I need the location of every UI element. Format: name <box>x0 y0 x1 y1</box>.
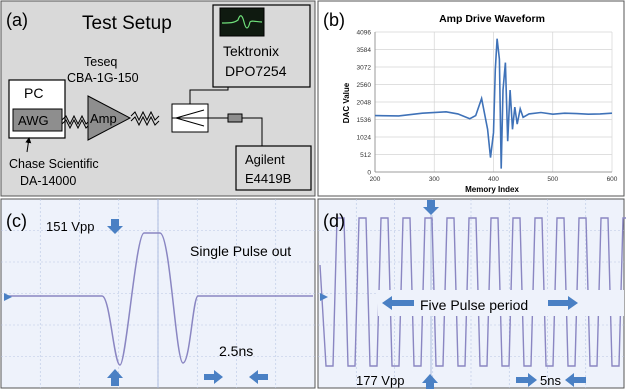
y-tick-label: 1024 <box>357 135 372 142</box>
scope-screen-trace <box>221 15 263 29</box>
five-pulse-text: Five Pulse period <box>420 297 528 313</box>
amp-maker: Teseq <box>84 55 117 69</box>
attenuator <box>227 113 243 123</box>
x-tick-label: 600 <box>607 176 618 183</box>
amp-triangle <box>87 95 132 141</box>
cable-amp-coupler <box>130 110 160 122</box>
panel-a-label: (a) <box>6 10 28 30</box>
up-arrow-c <box>107 369 123 386</box>
time-label-c: 2.5ns <box>219 343 253 359</box>
line-to-meter <box>242 117 263 146</box>
x-tick-label: 200 <box>370 176 381 183</box>
series-line <box>374 38 613 169</box>
meter-box <box>235 145 312 191</box>
left-arrow-five-pulse <box>382 296 414 310</box>
down-arrow-d <box>423 200 439 215</box>
meter-model: E4419B <box>245 171 291 186</box>
pc-label: PC <box>24 85 43 101</box>
panel-b: (b) Amp Drive Waveform DAC Value Memory … <box>317 0 625 197</box>
vpp-label-c: 151 Vpp <box>46 219 94 234</box>
right-arrow-c <box>204 370 223 384</box>
chart-y-axis-label: DAC Value <box>342 82 351 123</box>
trace-single-pulse <box>4 232 313 366</box>
panel-b-background <box>317 0 625 197</box>
chart-x-ticks: 200 300 400 500 600 <box>370 176 618 183</box>
awg-maker: Chase Scientific <box>9 157 99 171</box>
up-arrow-d <box>422 374 438 389</box>
chart-x-axis-label: Memory Index <box>465 185 519 194</box>
y-tick-label: 4096 <box>357 30 372 37</box>
x-tick-label: 500 <box>547 176 558 183</box>
cable-awg-amp-2 <box>61 118 91 130</box>
vpp-label-d: 177 Vpp <box>356 373 404 388</box>
meter-maker: Agilent <box>245 152 285 167</box>
chart-y-ticks: 4096 3584 3072 2560 2048 1536 1024 512 0 <box>357 30 372 177</box>
panel-a: (a) Test Setup PC AWG Amp Teseq CBA-1G-1… <box>0 0 316 197</box>
y-tick-label: 2048 <box>357 100 372 107</box>
panel-d-label: (d) <box>323 211 345 231</box>
ground-marker-d <box>320 293 328 301</box>
left-arrow-c <box>249 370 268 384</box>
trace-five-pulse <box>319 217 626 367</box>
y-tick-label: 3072 <box>357 65 372 72</box>
x-tick-label: 300 <box>429 176 440 183</box>
y-tick-label: 512 <box>360 152 371 159</box>
cable-awg-amp <box>61 114 91 126</box>
panel-a-title: Test Setup <box>82 13 172 34</box>
scope-maker: Tektronix <box>223 43 279 59</box>
time-label-d: 5ns <box>540 373 561 388</box>
cable-amp-coupler-2 <box>130 115 160 127</box>
scope-model: DPO7254 <box>225 63 287 79</box>
scope-grid-c <box>1 199 315 388</box>
y-tick-label: 0 <box>367 170 371 177</box>
awg-pointer-arrow <box>25 137 32 153</box>
right-arrow-d <box>516 373 537 387</box>
label-backdrop-d <box>378 290 624 316</box>
amp-model: CBA-1G-150 <box>67 71 139 85</box>
right-arrow-five-pulse <box>548 296 578 310</box>
panel-c-label: (c) <box>6 211 27 231</box>
chart-title: Amp Drive Waveform <box>439 13 545 25</box>
panel-b-label: (b) <box>323 10 345 30</box>
chart-grid <box>374 31 613 173</box>
amp-label: Amp <box>90 111 117 126</box>
down-arrow-c <box>107 219 123 234</box>
coupler-lines <box>172 109 208 127</box>
x-tick-label: 400 <box>488 176 499 183</box>
ground-marker-c <box>4 293 12 301</box>
single-pulse-text: Single Pulse out <box>190 243 291 259</box>
panel-c: (c) 151 Vpp Single Pulse out 2.5ns <box>0 198 316 389</box>
awg-label: AWG <box>18 113 49 128</box>
panel-d: (d) Five Pulse period 177 Vpp 5ns <box>317 198 626 389</box>
y-tick-label: 1536 <box>357 117 372 124</box>
y-tick-label: 2560 <box>357 82 372 89</box>
awg-model: DA-14000 <box>20 174 76 188</box>
left-arrow-d <box>565 373 586 387</box>
y-tick-label: 3584 <box>357 47 372 54</box>
